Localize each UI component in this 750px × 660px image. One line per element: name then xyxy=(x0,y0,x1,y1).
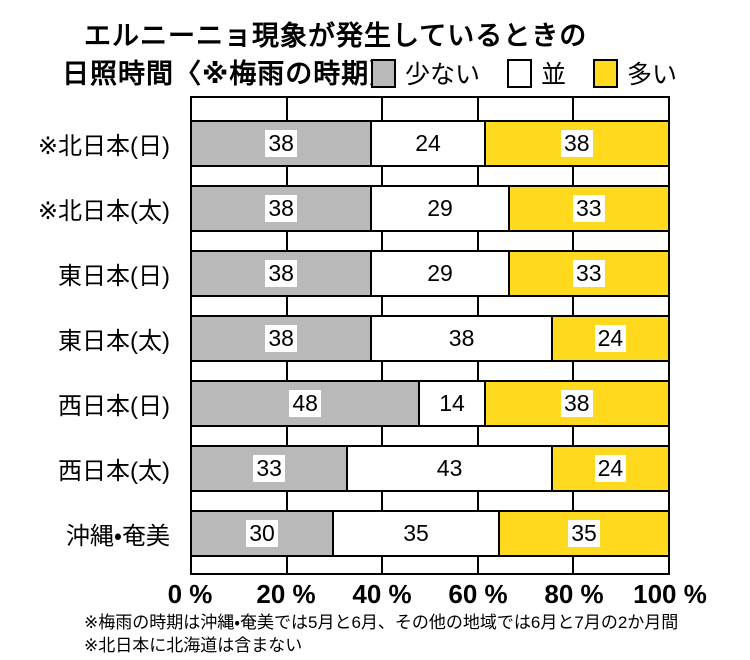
legend-swatch-normal xyxy=(507,58,533,88)
x-tick-label-4: 80 % xyxy=(544,579,604,609)
legend-swatch-more xyxy=(593,58,619,88)
category-labels: ※北日本(日) ※北日本(太) 東日本(日) 東日本(太) 西日本(日) 西日本(太) 沖縄… xyxy=(0,96,176,575)
bar-segment-more: 38 xyxy=(483,380,670,427)
plot-area: 38 24 38 38 29 33 38 29 33 38 38 24 48 14 38 33 43 24 30 35… xyxy=(190,96,670,575)
x-tick-label-3: 60 % xyxy=(448,579,508,609)
bar-row-0: 38 24 38 xyxy=(190,120,670,167)
legend-item-more: 多い xyxy=(593,55,677,91)
footnote-line-2: ※北日本に北海道は含まない xyxy=(84,636,303,655)
value-label: 33 xyxy=(572,195,605,222)
x-axis: 0 % 20 % 40 % 60 % 80 % 100 % xyxy=(168,579,707,611)
value-label: 24 xyxy=(594,455,627,482)
legend: 少ない 並 多い xyxy=(371,55,704,91)
bar-segment-normal: 43 xyxy=(346,445,553,492)
bar-segment-less: 38 xyxy=(190,120,373,167)
bar-segment-normal: 24 xyxy=(370,120,486,167)
legend-item-less: 少ない xyxy=(371,55,480,91)
value-label: 24 xyxy=(412,130,444,157)
bar-segment-normal: 29 xyxy=(370,250,510,297)
bar-row-4: 48 14 38 xyxy=(190,380,670,427)
legend-item-normal: 並 xyxy=(507,55,566,91)
x-tick-label-1: 20 % xyxy=(256,579,316,609)
x-tick-label-2: 40 % xyxy=(352,579,412,609)
category-label-3: 東日本(太) xyxy=(58,328,170,355)
value-label: 33 xyxy=(572,260,605,287)
bar-row-3: 38 38 24 xyxy=(190,315,670,362)
value-label: 24 xyxy=(594,325,627,352)
legend-label-more: 多い xyxy=(627,61,678,89)
legend-swatch-less xyxy=(371,58,396,88)
category-label-2: 東日本(日) xyxy=(58,263,170,290)
bar-segment-less: 30 xyxy=(190,510,334,557)
value-label: 38 xyxy=(560,390,593,417)
value-label: 35 xyxy=(568,520,600,547)
value-label: 14 xyxy=(436,390,468,417)
value-label: 38 xyxy=(560,130,593,157)
x-tick-label-5: 100 % xyxy=(633,579,707,609)
category-label-4: 西日本(日) xyxy=(58,393,170,420)
bar-row-1: 38 29 33 xyxy=(190,185,670,232)
value-label: 38 xyxy=(265,195,297,222)
category-label-5: 西日本(太) xyxy=(58,458,170,485)
chart-title-line2: 日照時間〈※梅雨の時期〉 xyxy=(62,59,398,89)
category-label-1: ※北日本(太) xyxy=(37,198,170,225)
bar-row-6: 30 35 35 xyxy=(190,510,670,557)
bar-segment-more: 24 xyxy=(550,445,670,492)
value-label: 38 xyxy=(445,325,478,352)
x-tick-label-0: 0 % xyxy=(167,579,213,609)
value-label: 48 xyxy=(289,390,321,417)
value-label: 38 xyxy=(265,130,297,157)
bar-segment-more: 33 xyxy=(507,185,670,232)
bar-row-5: 33 43 24 xyxy=(190,445,670,492)
legend-label-less: 少ない xyxy=(405,61,481,89)
value-label: 33 xyxy=(253,455,285,482)
bar-segment-more: 35 xyxy=(498,510,670,557)
bar-segment-normal: 14 xyxy=(418,380,486,427)
bar-segment-more: 38 xyxy=(483,120,670,167)
bar-segment-less: 33 xyxy=(190,445,349,492)
bar-segment-normal: 35 xyxy=(332,510,500,557)
bar-segment-less: 48 xyxy=(190,380,421,427)
bar-segment-less: 38 xyxy=(190,250,373,297)
value-label: 35 xyxy=(400,520,432,547)
chart-title-line1: エルニーニョ現象が発生しているときの xyxy=(84,21,588,51)
bar-segment-normal: 38 xyxy=(370,315,553,362)
value-label: 38 xyxy=(265,325,297,352)
bar-segment-more: 33 xyxy=(507,250,670,297)
legend-label-normal: 並 xyxy=(541,61,567,89)
bar-row-2: 38 29 33 xyxy=(190,250,670,297)
bar-segment-more: 24 xyxy=(550,315,670,362)
category-label-0: ※北日本(日) xyxy=(37,133,170,160)
value-label: 29 xyxy=(424,195,456,222)
bar-segment-less: 38 xyxy=(190,315,373,362)
category-label-6: 沖縄・奄美 xyxy=(65,523,170,550)
value-label: 29 xyxy=(424,260,456,287)
value-label: 43 xyxy=(433,455,466,482)
bar-segment-normal: 29 xyxy=(370,185,510,232)
footnote-line-1: ※梅雨の時期は沖縄・奄美では5月と6月、その他の地域では6月と7月の2か月間 xyxy=(84,613,679,632)
value-label: 30 xyxy=(246,520,278,547)
value-label: 38 xyxy=(265,260,297,287)
footnotes: ※梅雨の時期は沖縄・奄美では5月と6月、その他の地域では6月と7月の2か月間 ※… xyxy=(84,611,678,657)
bar-segment-less: 38 xyxy=(190,185,373,232)
